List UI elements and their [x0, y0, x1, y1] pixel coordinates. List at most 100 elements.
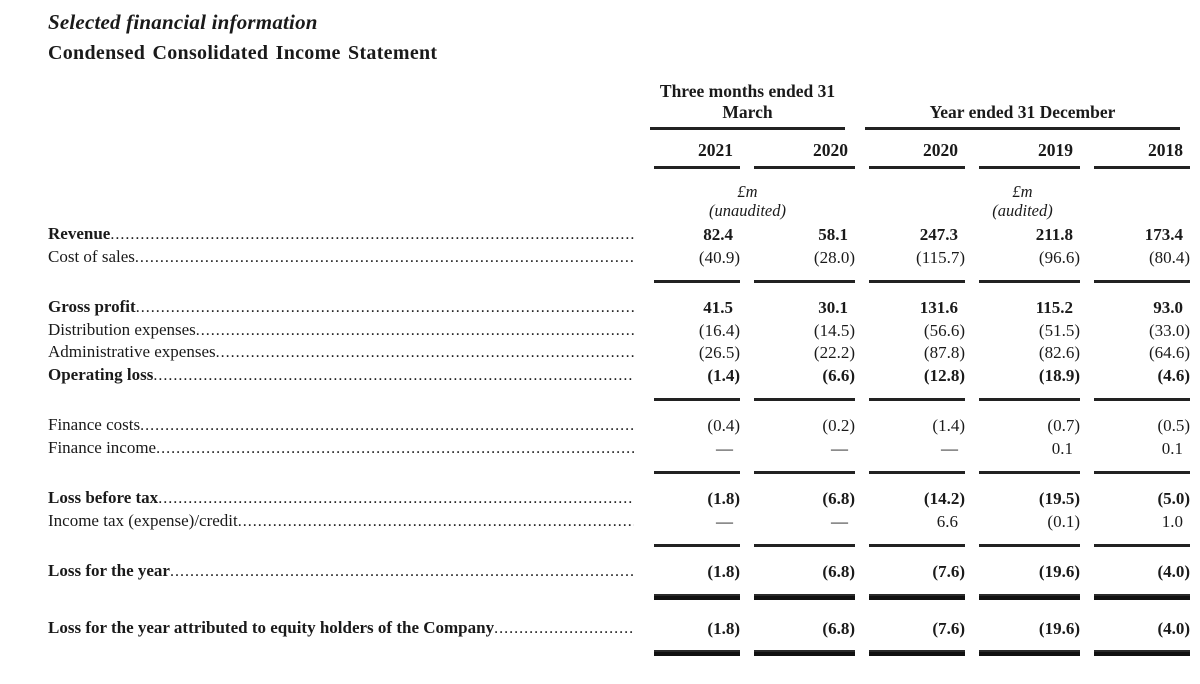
dot-leader: [110, 223, 634, 246]
cell-value: (0.5): [1157, 416, 1191, 435]
cell-value: (82.6): [1038, 343, 1080, 362]
cell-value: —: [831, 511, 848, 531]
double-rule: [869, 650, 965, 656]
table-row: Finance costs (0.4) (0.2) (1.4) (0.7) (0.5): [48, 414, 1190, 437]
table-row: Loss before tax (1.8) (6.8) (14.2) (19.5) (5.…: [48, 487, 1190, 510]
cell-value: (96.6): [1038, 247, 1080, 267]
dot-leader: [238, 510, 634, 533]
table-row: Operating loss (1.4) (6.6) (12.8) (18.9) (4.6…: [48, 364, 1190, 387]
cell-value: (14.5): [813, 320, 855, 340]
year-column-header: 2020: [813, 140, 848, 160]
cell-value: 211.8: [1035, 225, 1073, 244]
cell-value: 6.6: [936, 511, 958, 531]
cell-value: (1.4): [707, 365, 740, 385]
cell-value: (0.1): [1047, 511, 1080, 531]
column-rule: [869, 166, 965, 169]
row-label: Revenue: [48, 224, 111, 243]
group-rule: [650, 127, 845, 130]
units-row: £m (unaudited) £m (audited): [48, 169, 1190, 223]
cell-value: 82.4: [703, 225, 733, 244]
row-label: Loss for the year: [48, 561, 170, 580]
cell-value: (1.8): [707, 618, 740, 638]
cell-value: (19.6): [1038, 618, 1080, 638]
table-row: Loss for the year (1.8) (6.8) (7.6) (19.6) (4…: [48, 560, 1190, 583]
section-title: Selected financial information: [48, 10, 318, 34]
cell-value: (51.5): [1038, 320, 1080, 340]
double-rule: [979, 650, 1080, 656]
cell-value: (0.7): [1047, 416, 1080, 435]
double-rule: [754, 650, 855, 656]
column-group-quarter: Three months ended 31 March: [659, 81, 836, 122]
row-label: Loss before tax: [48, 488, 159, 507]
cell-value: 58.1: [818, 225, 848, 244]
cell-value: 247.3: [919, 225, 958, 244]
table-row: Loss for the year attributed to equity h…: [48, 617, 1190, 640]
cell-value: (1.4): [932, 416, 965, 435]
row-label: Operating loss: [48, 364, 154, 384]
cell-value: —: [716, 511, 733, 531]
cell-value: (0.2): [822, 416, 855, 435]
currency-label: £m: [737, 182, 758, 201]
cell-value: (12.8): [923, 365, 965, 385]
currency-label: £m: [1012, 182, 1033, 201]
column-group-rule-row: [48, 127, 1190, 130]
dot-leader: [136, 296, 634, 319]
cell-value: 115.2: [1035, 298, 1073, 317]
cell-value: (80.4): [1148, 247, 1191, 267]
single-rule: [979, 398, 1080, 401]
cell-value: (16.4): [698, 320, 740, 340]
dot-leader: [135, 246, 634, 269]
cell-value: (40.9): [698, 247, 740, 267]
units-year: £m (audited): [855, 169, 1190, 223]
single-rule: [869, 544, 965, 547]
group-rule: [865, 127, 1181, 130]
cell-value: (6.6): [822, 365, 855, 385]
cell-value: (56.6): [923, 320, 965, 340]
dot-leader: [140, 414, 634, 437]
row-label: Administrative expenses: [48, 342, 216, 361]
table-row: Cost of sales (40.9) (28.0) (115.7) (96.6) (8…: [48, 246, 1190, 269]
units-quarter: £m (unaudited): [640, 169, 855, 223]
table-row: Finance income — — — 0.1 0.1: [48, 437, 1190, 460]
single-rule: [1094, 280, 1191, 283]
table-row: Income tax (expense)/credit — — 6.6 (0.1) 1.0: [48, 510, 1190, 533]
double-rule: [1094, 650, 1191, 656]
financial-statement-page: Selected financial information Condensed…: [48, 10, 1191, 673]
column-group-year: Year ended 31 December: [929, 102, 1116, 122]
single-rule: [979, 544, 1080, 547]
double-rule: [654, 650, 740, 656]
table-row: Revenue 82.4 58.1 247.3 211.8 173.4: [48, 223, 1190, 246]
cell-value: (26.5): [698, 343, 740, 362]
column-group-header-row: Three months ended 31 March Year ended 3…: [48, 81, 1190, 127]
income-statement-table: Three months ended 31 March Year ended 3…: [48, 81, 1191, 673]
cell-value: 0.1: [1161, 438, 1184, 458]
year-column-header: 2021: [698, 140, 733, 160]
single-rule: [1094, 544, 1191, 547]
statement-title: Condensed Consolidated Income Statement: [48, 42, 438, 64]
cell-value: (19.5): [1038, 489, 1080, 508]
dot-leader: [156, 437, 634, 460]
cell-value: —: [831, 438, 848, 458]
audit-note: (unaudited): [709, 201, 786, 220]
single-rule: [869, 280, 965, 283]
column-rule: [1094, 166, 1191, 169]
cell-value: (1.8): [707, 489, 740, 508]
double-rule: [869, 593, 965, 600]
cell-value: 0.1: [1051, 438, 1073, 458]
single-rule: [869, 398, 965, 401]
year-column-header: 2020: [923, 140, 958, 160]
single-rule: [979, 280, 1080, 283]
cell-value: (14.2): [923, 489, 965, 508]
cell-value: 173.4: [1144, 225, 1184, 244]
single-rule: [754, 471, 855, 474]
cell-value: (18.9): [1038, 365, 1080, 385]
dot-leader: [216, 341, 634, 364]
cell-value: —: [716, 438, 733, 458]
row-label: Loss for the year attributed to equity h…: [48, 617, 495, 637]
cell-value: (22.2): [813, 343, 855, 362]
cell-value: (4.6): [1157, 365, 1191, 385]
cell-value: (7.6): [932, 562, 965, 581]
row-label: Finance costs: [48, 415, 141, 434]
cell-value: —: [941, 438, 958, 458]
single-rule: [654, 471, 740, 474]
